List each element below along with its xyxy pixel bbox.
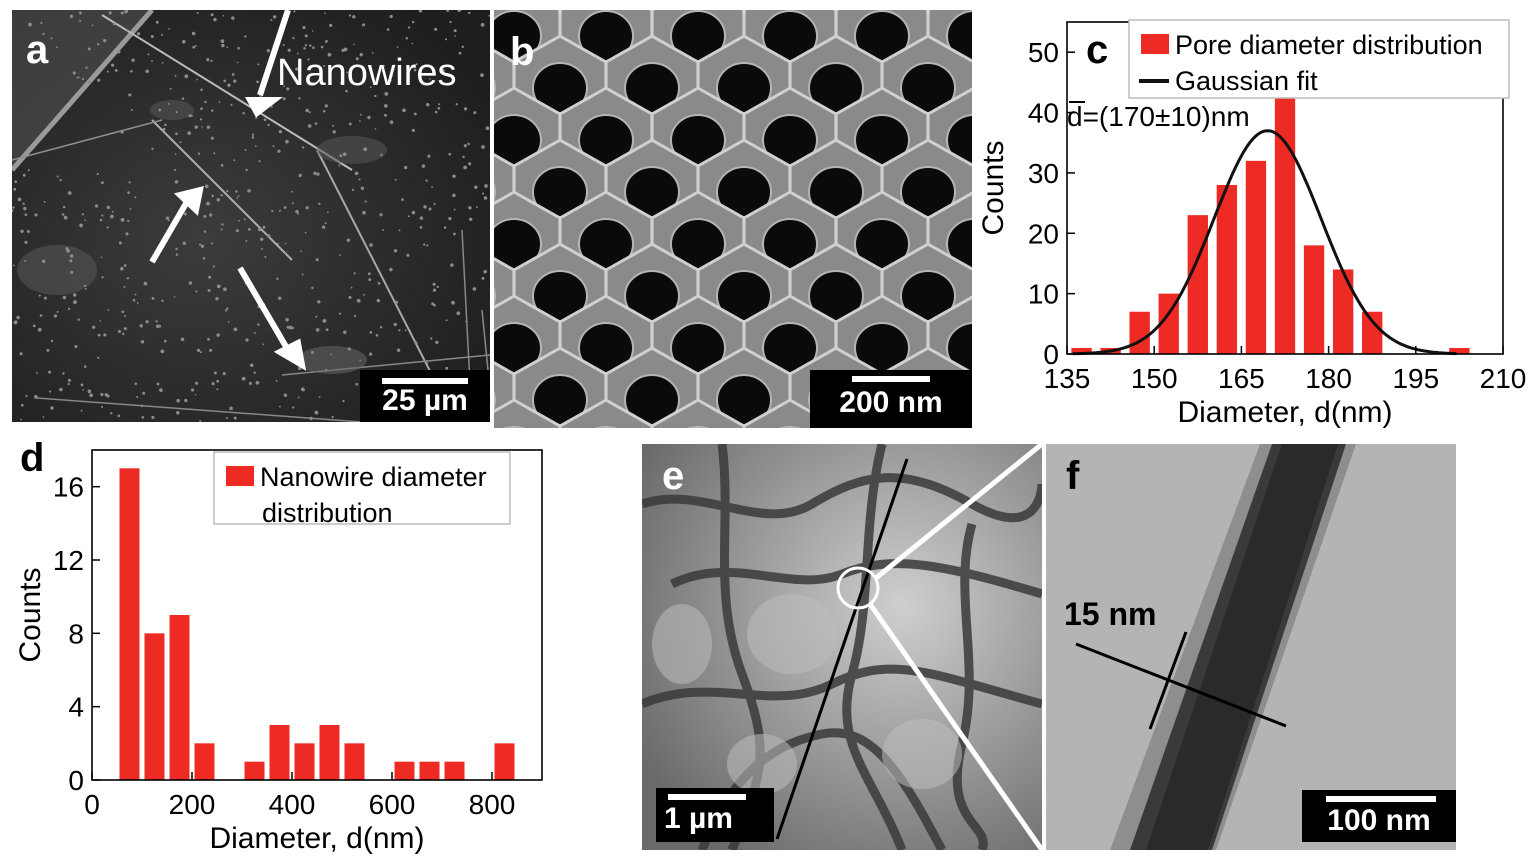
scale-bar-label: 1 µm [664, 802, 733, 835]
y-tick-label: 8 [68, 618, 84, 649]
panel-b-scale-bar: 200 nm [810, 370, 972, 428]
histogram-bar [1216, 184, 1238, 354]
panel-f-label: f [1066, 454, 1080, 498]
legend-label: Gaussian fit [1175, 66, 1318, 96]
mean-annotation: d=(170±10)nm [1067, 101, 1250, 132]
plot-frame [91, 449, 543, 781]
x-tick-label: 135 [1044, 363, 1091, 394]
panel-a-scale-bar: 25 µm [360, 370, 490, 422]
panel-f-tem-image: f 15 nm 100 nm [1046, 444, 1456, 850]
y-tick-label: 4 [68, 692, 84, 723]
x-tick-label: 400 [269, 789, 316, 820]
scale-bar-label: 100 nm [1327, 804, 1431, 837]
panel-c-chart: 135 150 165 180 195 210 0 10 20 30 40 50 Diameter, d… [977, 19, 1527, 429]
panel-e-scale-bar: 1 µm [656, 788, 774, 842]
x-axis-label: Diameter, d(nm) [209, 822, 424, 855]
panel-d-chart: 0 200 400 600 800 0 4 8 12 16 Diameter, d(nm) Count… [14, 449, 543, 855]
x-tick-label: 195 [1392, 363, 1439, 394]
x-tick-label: 210 [1480, 363, 1527, 394]
x-tick-label: 600 [369, 789, 416, 820]
histogram-bar [119, 468, 140, 780]
y-tick-label: 0 [68, 765, 84, 796]
histogram-bar [269, 725, 290, 780]
panel-e-label: e [662, 454, 685, 498]
scale-bar-label: 25 µm [382, 384, 468, 417]
panel-c-label: c [1086, 28, 1109, 72]
y-tick-label: 50 [1028, 37, 1059, 68]
legend-box [1128, 19, 1510, 99]
histogram-bar [244, 761, 265, 780]
panel-b-label: b [510, 30, 535, 74]
y-tick-label: 10 [1028, 279, 1059, 310]
histogram-bar [194, 743, 215, 780]
histogram-bar [144, 633, 165, 780]
histogram-bar [1332, 269, 1354, 354]
histogram-bar [1071, 347, 1092, 354]
y-tick-label: 0 [1043, 339, 1059, 370]
legend-box [213, 451, 511, 525]
histogram-bar [294, 743, 315, 780]
legend-label: Nanowire diameter [260, 462, 487, 492]
scale-bar-line [1326, 796, 1436, 802]
y-axis-label: Counts [977, 140, 1010, 235]
histogram-bar [419, 761, 440, 780]
histogram-bar [169, 615, 190, 780]
gaussian-fit-line [1072, 129, 1457, 356]
histogram-bar [319, 725, 340, 780]
y-tick-label: 40 [1028, 98, 1059, 129]
histogram-bar [1449, 347, 1470, 354]
x-tick-label: 150 [1131, 363, 1178, 394]
arrow-icons [149, 10, 307, 371]
legend-swatch-bar [226, 466, 254, 486]
histogram-bar [1187, 215, 1208, 354]
legend-swatch-bar [1141, 34, 1169, 54]
panel-e-tem-image: e 1 µm [642, 444, 1042, 850]
scale-bar-line [668, 794, 746, 800]
panel-f-scale-bar: 100 nm [1302, 790, 1456, 842]
panel-f-texture [1046, 444, 1456, 850]
y-tick-label: 16 [53, 472, 84, 503]
histogram-bar [1362, 311, 1383, 354]
histogram-bar [394, 761, 415, 780]
histogram-bar [1129, 311, 1150, 354]
histogram-bar [1274, 94, 1296, 354]
histogram-bar [1158, 293, 1179, 354]
legend-label: Pore diameter distribution [1175, 30, 1483, 60]
panel-a-label: a [26, 28, 49, 72]
x-tick-label: 180 [1305, 363, 1352, 394]
scale-bar-label: 200 nm [839, 386, 943, 419]
y-tick-label: 12 [53, 545, 84, 576]
x-tick-label: 200 [169, 789, 216, 820]
x-tick-label: 800 [469, 789, 516, 820]
panel-d-label: d [20, 436, 45, 480]
scale-bar-line [382, 378, 468, 384]
x-axis-label: Diameter, d(nm) [1177, 396, 1392, 429]
nanowires-annotation: Nanowires [277, 52, 457, 94]
scale-bar-line [852, 376, 930, 382]
x-tick-label: 165 [1218, 363, 1265, 394]
y-axis-label: Counts [14, 567, 47, 662]
y-tick-label: 20 [1028, 218, 1059, 249]
y-tick-label: 30 [1028, 158, 1059, 189]
histogram-bar [344, 743, 365, 780]
legend-label: distribution [262, 498, 393, 528]
histogram-bar [1303, 245, 1325, 354]
histogram-bar [1245, 160, 1267, 354]
panel-b-pore-lattice [494, 10, 972, 428]
panel-a-sem-image: a Nanowires 25 µm [12, 10, 490, 422]
wire-thickness-annotation: 15 nm [1064, 596, 1157, 632]
histogram-bar [444, 761, 465, 780]
x-tick-label: 0 [84, 789, 100, 820]
panel-a-texture [12, 10, 490, 422]
panel-b-sem-image: b 200 nm [494, 10, 972, 428]
histogram-bar [494, 743, 515, 780]
